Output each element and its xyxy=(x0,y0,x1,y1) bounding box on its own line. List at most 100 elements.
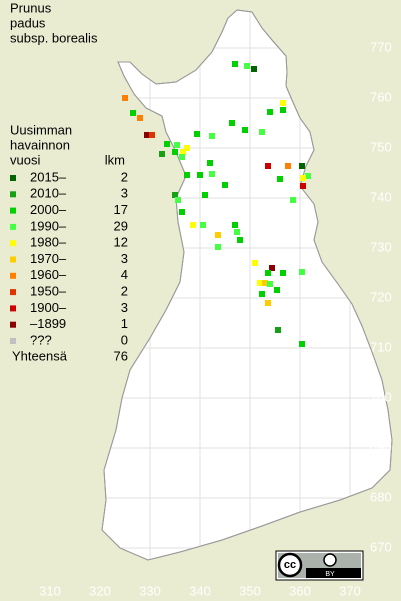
y-tick-label: 750 xyxy=(370,139,392,154)
license-badge: cc BY xyxy=(275,550,364,581)
occurrence xyxy=(222,182,228,188)
legend-total-label: Yhteensä xyxy=(12,349,68,364)
cc-circle xyxy=(277,552,303,578)
legend-swatch xyxy=(10,305,16,312)
cc-text: cc xyxy=(284,559,296,571)
occurrence xyxy=(299,341,305,347)
x-tick-label: 350 xyxy=(239,583,261,598)
occurrence xyxy=(299,269,305,275)
occurrence xyxy=(232,222,238,228)
y-tick-label: 710 xyxy=(370,339,392,354)
occurrence xyxy=(259,129,265,135)
occurrence xyxy=(280,270,286,276)
occurrence xyxy=(300,175,306,181)
occurrence xyxy=(172,192,178,198)
occurrence xyxy=(244,63,250,69)
country-shape xyxy=(101,9,393,561)
occurrence xyxy=(200,222,206,228)
legend-label: ??? xyxy=(30,332,52,347)
tick-labels: 310 320 330 340 350 360 3706706806907007107207… xyxy=(39,39,392,598)
occurrence xyxy=(179,209,185,215)
occurrence xyxy=(285,163,291,169)
occurrence xyxy=(280,107,286,113)
occurrence xyxy=(190,222,196,228)
legend-label: 1900– xyxy=(30,300,67,315)
title-line: padus xyxy=(10,15,46,30)
legend-label: 1980– xyxy=(30,235,67,250)
occurrence xyxy=(257,280,263,286)
y-tick-label: 680 xyxy=(370,489,392,504)
occurrence xyxy=(237,237,243,243)
occurrence xyxy=(265,300,271,306)
legend-count: 0 xyxy=(121,332,128,347)
occurrence xyxy=(267,109,273,115)
by-text: BY xyxy=(325,571,335,578)
occurrence xyxy=(144,132,150,138)
occurrence xyxy=(234,229,240,235)
occurrence xyxy=(274,287,280,293)
occurrence xyxy=(259,291,265,297)
occurrence xyxy=(149,132,155,138)
legend-label: 1960– xyxy=(30,267,67,282)
x-tick-label: 370 xyxy=(339,583,361,598)
occurrence xyxy=(194,131,200,137)
occurrence xyxy=(305,173,311,179)
legend-total: 76 xyxy=(114,349,128,364)
y-tick-label: 690 xyxy=(370,439,392,454)
legend-heading: havainnon xyxy=(10,137,70,152)
legend-swatch xyxy=(10,256,16,263)
occurrence xyxy=(122,95,128,101)
legend-swatch xyxy=(10,223,16,230)
title: Prunus padus subsp. borealis xyxy=(10,0,98,45)
occurrence xyxy=(179,154,185,160)
occurrence xyxy=(184,172,190,178)
title-line: subsp. borealis xyxy=(10,30,98,45)
y-tick-label: 770 xyxy=(370,39,392,54)
occurrence xyxy=(130,110,136,116)
points xyxy=(122,61,311,347)
legend-heading: Uusimman xyxy=(10,122,72,137)
title-line: Prunus xyxy=(10,0,52,15)
legend-count: 3 xyxy=(121,300,128,315)
by-icon xyxy=(323,553,337,567)
legend-swatch xyxy=(10,175,16,181)
y-tick-label: 720 xyxy=(370,289,392,304)
occurrence xyxy=(262,280,268,286)
legend-label: 1970– xyxy=(30,251,67,266)
legend-swatch xyxy=(10,207,16,214)
legend-swatch xyxy=(10,289,16,296)
occurrence xyxy=(207,160,213,166)
occurrence xyxy=(215,232,221,238)
occurrence xyxy=(174,142,180,148)
legend-count: 3 xyxy=(121,186,128,201)
occurrence xyxy=(300,183,306,189)
legend-count: 12 xyxy=(114,235,128,250)
legend-count: 17 xyxy=(114,202,128,217)
legend-count: 3 xyxy=(121,251,128,266)
x-tick-label: 330 xyxy=(139,583,161,598)
badge-band xyxy=(306,568,361,578)
legend-label: –1899 xyxy=(30,316,66,331)
x-tick-label: 320 xyxy=(89,583,111,598)
legend-count: 29 xyxy=(114,218,128,233)
legend-swatch xyxy=(10,191,16,198)
legend-count: 2 xyxy=(121,169,128,184)
occurrence xyxy=(290,197,296,203)
occurrence xyxy=(175,197,181,203)
y-tick-label: 730 xyxy=(370,239,392,254)
legend-label: 2010– xyxy=(30,186,67,201)
occurrence xyxy=(172,149,178,155)
occurrence xyxy=(197,172,203,178)
occurrence xyxy=(265,270,271,276)
occurrence xyxy=(265,163,271,169)
occurrence xyxy=(252,260,258,266)
occurrence xyxy=(269,265,275,271)
occurrence xyxy=(277,176,283,182)
occurrence xyxy=(275,327,281,333)
legend-swatch xyxy=(10,240,16,247)
legend-swatch xyxy=(10,272,16,279)
occurrence xyxy=(232,61,238,67)
occurrence xyxy=(251,66,257,72)
legend: Uusimman havainnon vuosi lkm 2015– 2 2010–… xyxy=(10,122,128,364)
legend-swatch xyxy=(10,321,16,328)
